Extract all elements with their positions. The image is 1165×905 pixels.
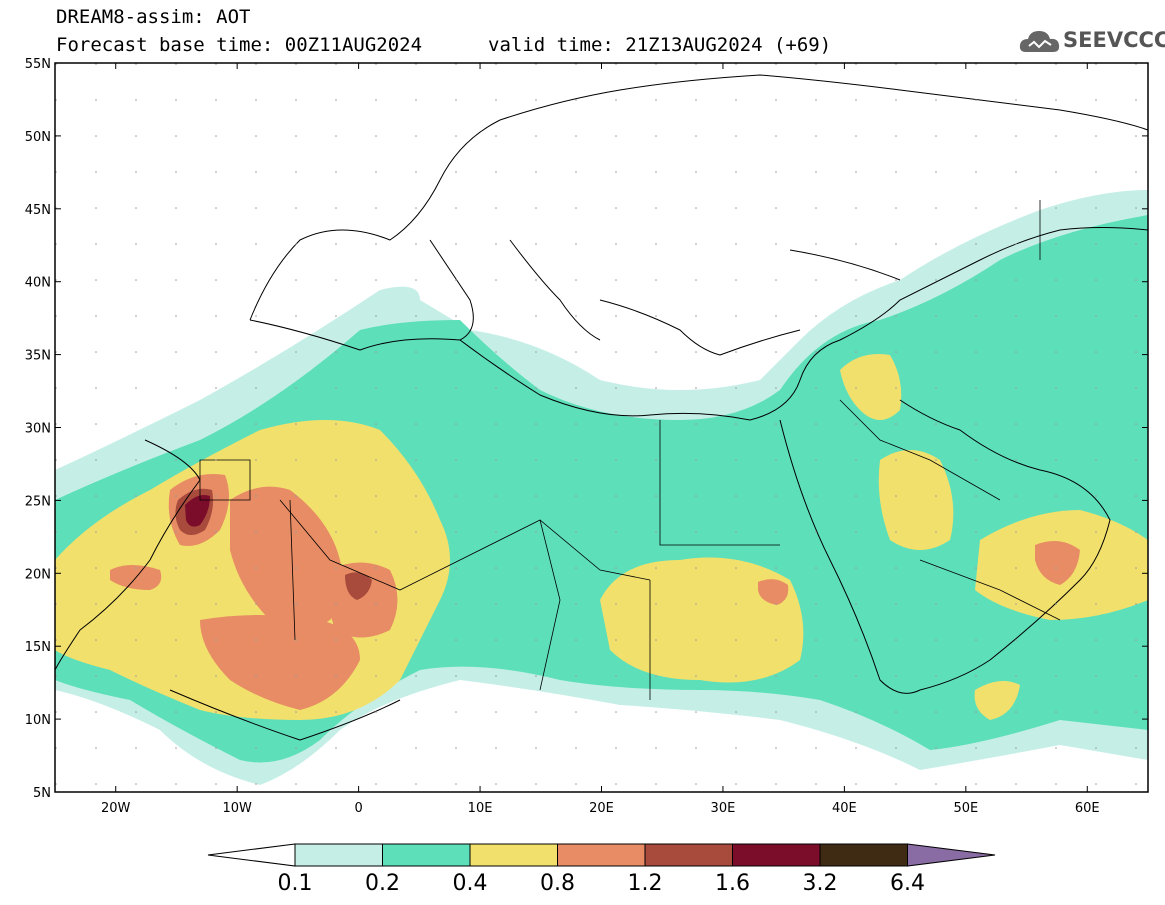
- lat-label: 35N: [25, 349, 51, 364]
- colorbar-label: 0.4: [452, 871, 488, 896]
- lat-label: 55N: [25, 57, 51, 72]
- lat-label: 25N: [25, 494, 51, 509]
- lon-label: 0: [354, 801, 362, 816]
- lon-label: 60E: [1075, 801, 1100, 816]
- lat-label: 50N: [25, 130, 51, 145]
- forecast-times: Forecast base time: 00Z11AUG2024 valid ti…: [56, 34, 831, 56]
- colorbar-segment: [382, 843, 471, 867]
- grid: [55, 63, 1148, 792]
- lat-label: 10N: [25, 713, 51, 728]
- lat-label: 30N: [25, 422, 51, 437]
- colorbar-label: 1.6: [715, 871, 750, 896]
- lon-label: 20E: [589, 801, 614, 816]
- latitude-labels: 55N 50N 45N 40N 35N 30N 25N 20N 15N 10N 5N: [25, 57, 51, 801]
- colorbar-label: 1.2: [627, 871, 663, 896]
- lon-label: 50E: [953, 801, 978, 816]
- colorbar-segment: [644, 843, 733, 867]
- lat-label: 45N: [25, 203, 51, 218]
- lat-label: 5N: [33, 786, 51, 801]
- logo-text: SEEVCCC: [1063, 28, 1165, 52]
- colorbar-label: 0.1: [277, 871, 313, 896]
- lon-label: 40E: [832, 801, 857, 816]
- map-title: DREAM8-assim: AOT: [56, 6, 251, 28]
- lon-label: 20W: [101, 801, 131, 816]
- colorbar: [207, 843, 996, 867]
- seevccc-logo: SEEVCCC: [1018, 26, 1165, 56]
- longitude-labels: 20W 10W 0 10E 20E 30E 40E 50E 60E: [101, 801, 1100, 816]
- lat-label: 40N: [25, 276, 51, 291]
- valid-time: valid time: 21Z13AUG2024 (+69): [488, 34, 832, 56]
- axis-ticks: [55, 62, 1148, 793]
- colorbar-label: 0.8: [540, 871, 575, 896]
- colorbar-arrow-low: [207, 843, 296, 867]
- colorbar-segment: [732, 843, 821, 867]
- lon-label: 10E: [468, 801, 493, 816]
- lon-label: 10W: [222, 801, 252, 816]
- colorbar-segment: [557, 843, 646, 867]
- lat-label: 20N: [25, 567, 51, 582]
- colorbar-label: 0.2: [365, 871, 400, 896]
- lon-label: 30E: [711, 801, 736, 816]
- colorbar-arrow-high: [907, 843, 996, 867]
- colorbar-segment: [819, 843, 908, 867]
- base-time: Forecast base time: 00Z11AUG2024: [56, 34, 423, 56]
- lat-label: 15N: [25, 640, 51, 655]
- colorbar-label: 6.4: [890, 871, 925, 896]
- colorbar-segment: [294, 843, 383, 867]
- cloud-icon: [1019, 31, 1060, 52]
- colorbar-label: 3.2: [802, 871, 838, 896]
- colorbar-segment: [469, 843, 558, 867]
